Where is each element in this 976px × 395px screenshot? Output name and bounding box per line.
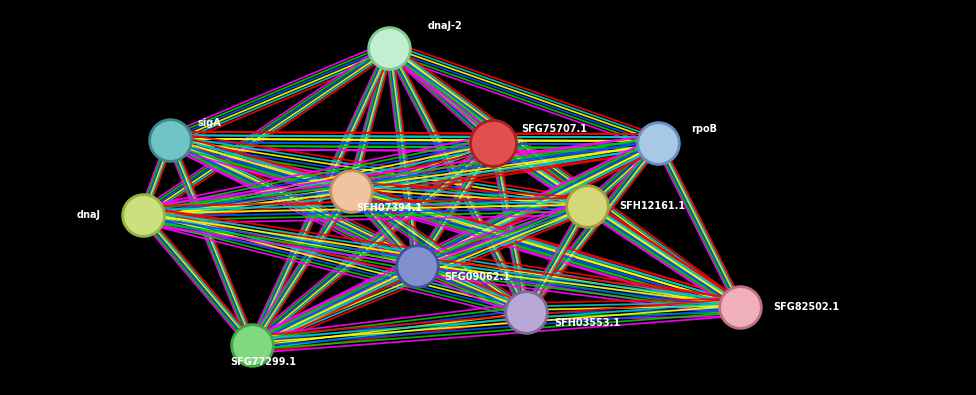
Text: SFH03553.1: SFH03553.1 (553, 318, 620, 327)
Point (409, 262, 425, 269)
Text: SFH07394.1: SFH07394.1 (356, 203, 423, 213)
Point (732, 304, 748, 310)
Text: SFG77299.1: SFG77299.1 (230, 357, 297, 367)
Point (135, 212, 150, 218)
Point (486, 139, 502, 146)
Text: rpoB: rpoB (691, 124, 717, 134)
Text: sigA: sigA (197, 118, 222, 128)
Text: SFG82502.1: SFG82502.1 (773, 302, 839, 312)
Point (382, 45, 397, 51)
Point (518, 308, 534, 315)
Point (344, 188, 359, 194)
Point (650, 139, 666, 146)
Point (579, 203, 594, 209)
Text: SFG09062.1: SFG09062.1 (444, 271, 510, 282)
Text: dnaJ: dnaJ (77, 210, 101, 220)
Point (244, 341, 260, 348)
Point (162, 137, 178, 144)
Text: SFH12161.1: SFH12161.1 (620, 201, 686, 211)
Text: dnaJ-2: dnaJ-2 (427, 21, 463, 31)
Text: SFG75707.1: SFG75707.1 (521, 124, 587, 134)
